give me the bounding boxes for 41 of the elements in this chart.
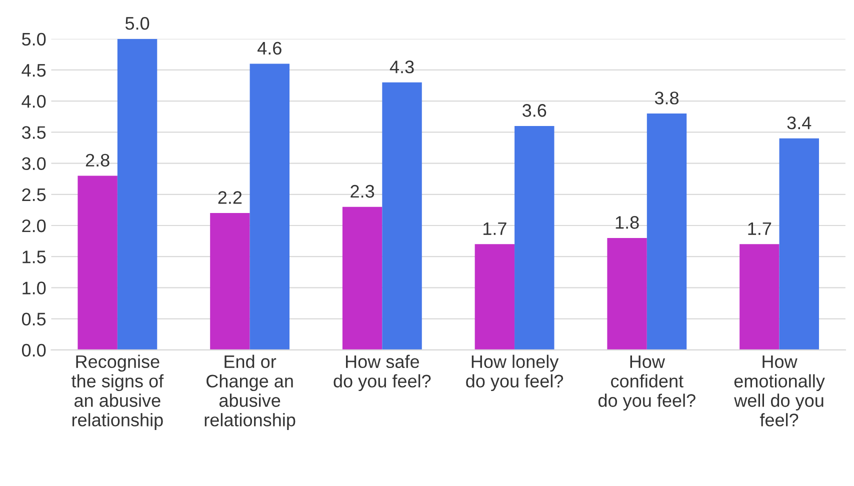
data-label: 3.4 xyxy=(787,116,812,130)
y-tick-label: 1.5 xyxy=(22,250,46,264)
y-tick-label: 3.0 xyxy=(22,157,46,170)
x-tick-label: How confident do you feel? xyxy=(598,355,696,411)
data-label: 2.2 xyxy=(218,191,242,204)
data-label: 4.3 xyxy=(390,60,414,74)
bar xyxy=(514,126,554,350)
y-tick-label: 4.0 xyxy=(22,95,46,108)
data-label: 3.8 xyxy=(654,92,679,104)
y-tick-label: 0.5 xyxy=(22,312,46,326)
x-tick-label: End or Change an abusive relationship xyxy=(204,354,296,430)
data-label: 3.6 xyxy=(522,104,546,117)
bar xyxy=(740,244,780,350)
bar xyxy=(250,64,290,350)
bar xyxy=(342,206,382,350)
y-tick-label: 5.0 xyxy=(22,32,46,46)
y-tick-label: 0.0 xyxy=(22,344,46,357)
data-label: 1.7 xyxy=(748,222,772,235)
bar xyxy=(78,176,118,350)
x-tick-label: How lonely do you feel? xyxy=(466,354,564,392)
y-tick-label: 4.5 xyxy=(22,64,46,77)
bar xyxy=(646,114,687,350)
y-tick-label: 2.5 xyxy=(22,188,46,202)
data-label: 4.6 xyxy=(258,42,282,55)
x-tick-label: How emotionally well do you feel? xyxy=(734,355,825,426)
bar xyxy=(382,82,422,350)
x-tick-label: How safe do you feel? xyxy=(334,354,431,392)
data-label: 2.8 xyxy=(86,154,110,167)
bar xyxy=(607,238,647,350)
bar xyxy=(117,38,158,350)
data-label: 2.3 xyxy=(350,184,374,198)
data-label: 1.7 xyxy=(484,222,506,235)
data-label: 5.0 xyxy=(125,16,150,30)
data-label: 1.8 xyxy=(616,216,639,229)
bar xyxy=(210,213,250,350)
y-tick-label: 1.0 xyxy=(22,282,46,294)
x-tick-label: Recognise the signs of an abusive relationship xyxy=(72,354,164,430)
bar xyxy=(474,244,515,350)
y-tick-label: 2.0 xyxy=(22,219,46,232)
y-tick-label: 3.5 xyxy=(22,126,46,139)
bar xyxy=(779,138,819,350)
